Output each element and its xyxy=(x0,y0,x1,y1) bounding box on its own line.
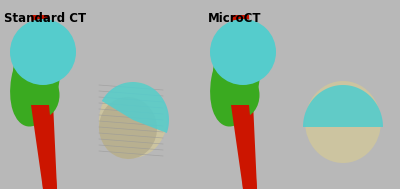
Polygon shape xyxy=(231,15,257,189)
Ellipse shape xyxy=(224,73,260,118)
Ellipse shape xyxy=(24,73,60,118)
Polygon shape xyxy=(303,85,383,127)
Circle shape xyxy=(10,19,76,85)
Ellipse shape xyxy=(13,52,43,92)
Polygon shape xyxy=(231,105,257,189)
Text: MicroCT: MicroCT xyxy=(208,12,262,25)
Ellipse shape xyxy=(211,77,233,112)
Polygon shape xyxy=(102,82,169,133)
Ellipse shape xyxy=(305,81,381,163)
Polygon shape xyxy=(31,15,57,189)
Polygon shape xyxy=(31,105,57,189)
Ellipse shape xyxy=(99,82,167,158)
Ellipse shape xyxy=(99,97,157,159)
Text: Standard CT: Standard CT xyxy=(4,12,86,25)
Circle shape xyxy=(210,19,276,85)
Ellipse shape xyxy=(10,37,60,126)
Ellipse shape xyxy=(11,77,33,112)
Ellipse shape xyxy=(213,52,243,92)
Ellipse shape xyxy=(210,37,260,126)
